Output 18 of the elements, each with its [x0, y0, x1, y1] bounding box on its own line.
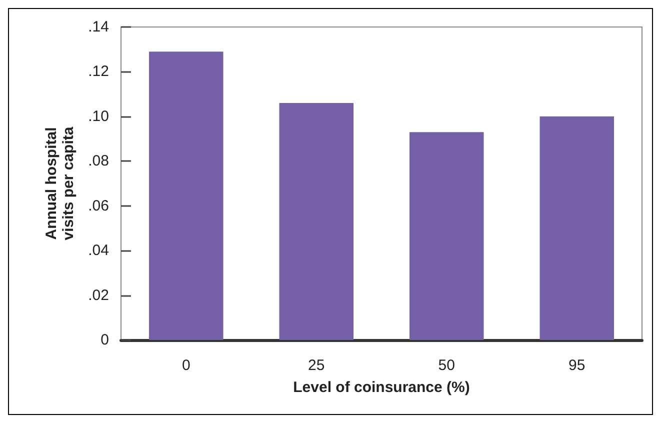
- y-tick-label: 0: [100, 332, 109, 348]
- x-tick-label: 95: [568, 357, 586, 374]
- y-tick-label: .14: [88, 18, 109, 36]
- y-tick-label: .08: [88, 152, 109, 170]
- bar: [540, 116, 614, 340]
- y-tick-label: .02: [88, 286, 109, 304]
- x-tick-label: 50: [438, 357, 455, 374]
- y-tick-label: .10: [88, 108, 109, 125]
- bar: [149, 52, 224, 340]
- y-tick-label: .04: [88, 242, 109, 260]
- x-tick-label: 25: [308, 357, 325, 374]
- bar: [279, 103, 354, 340]
- x-tick-label: 0: [182, 357, 190, 374]
- bar: [410, 132, 484, 340]
- y-tick-label: .12: [88, 63, 109, 80]
- y-tick-label: .06: [88, 197, 109, 214]
- y-axis-title: Annual hospital visits per capita: [43, 126, 78, 240]
- x-axis-title: Level of coinsurance (%): [293, 379, 470, 396]
